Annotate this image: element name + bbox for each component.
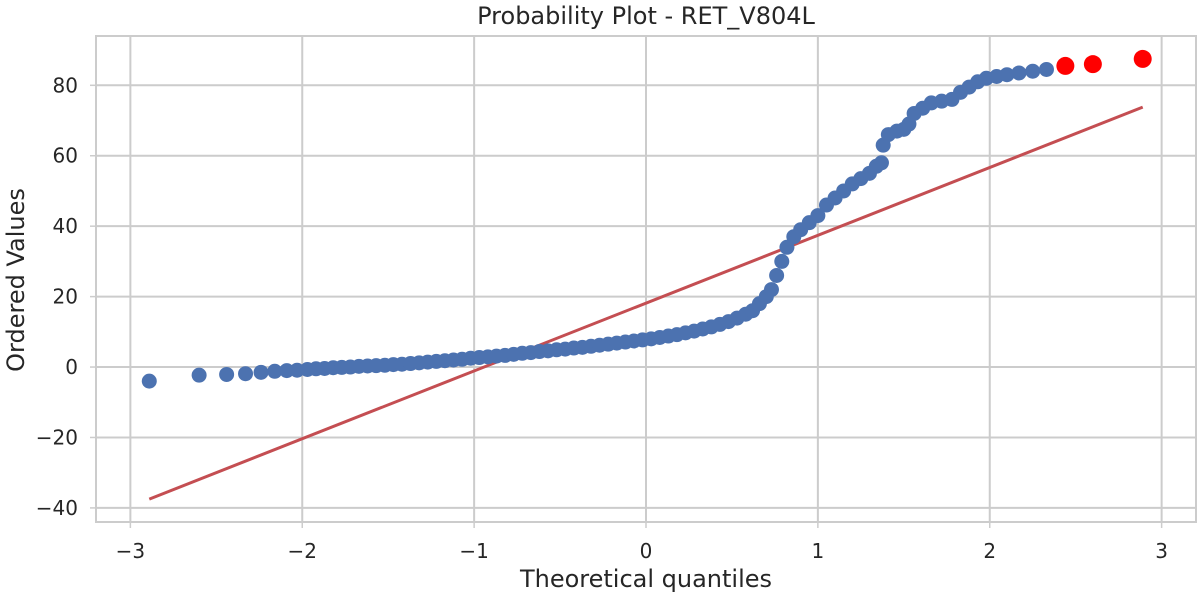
data-point [1025,63,1041,79]
data-point [810,208,826,224]
data-point [763,282,779,298]
data-point [873,155,889,171]
data-point [774,253,790,269]
fit-line-layer [148,105,1144,501]
highlighted-point [1083,55,1102,74]
data-point [253,364,269,380]
data-point [238,366,254,382]
points-layer [141,49,1152,389]
y-tick-label: −40 [36,496,78,520]
y-axis-label: Ordered Values [2,188,30,372]
chart-title: Probability Plot - RET_V804L [477,2,815,30]
data-point [769,267,785,283]
y-tick-label: 80 [53,73,78,97]
grid-layer [96,36,1196,522]
fit-line [148,105,1144,501]
data-point [191,367,207,383]
data-point [999,67,1015,83]
x-tick-label: 3 [1155,539,1168,563]
x-tick-label: 2 [983,539,996,563]
data-point [219,366,235,382]
x-tick-label: −1 [459,539,488,563]
x-tick-layer: −3 −2 −1 0 1 2 3 [116,522,1168,563]
x-tick-label: 1 [812,539,825,563]
data-point [141,373,157,389]
data-point [267,363,283,379]
highlighted-point [1056,56,1075,75]
data-point [1038,61,1054,77]
data-point [1011,65,1027,81]
y-tick-layer: −40 −20 0 20 40 60 80 [36,73,96,520]
x-axis-label: Theoretical quantiles [519,565,772,593]
y-tick-label: 40 [53,214,78,238]
y-tick-label: −20 [36,425,78,449]
x-tick-label: −2 [288,539,317,563]
y-tick-label: 0 [65,355,78,379]
y-tick-label: 60 [53,144,78,168]
x-tick-label: 0 [640,539,653,563]
highlighted-point [1133,49,1152,68]
x-tick-label: −3 [116,539,145,563]
y-tick-label: 20 [53,285,78,309]
